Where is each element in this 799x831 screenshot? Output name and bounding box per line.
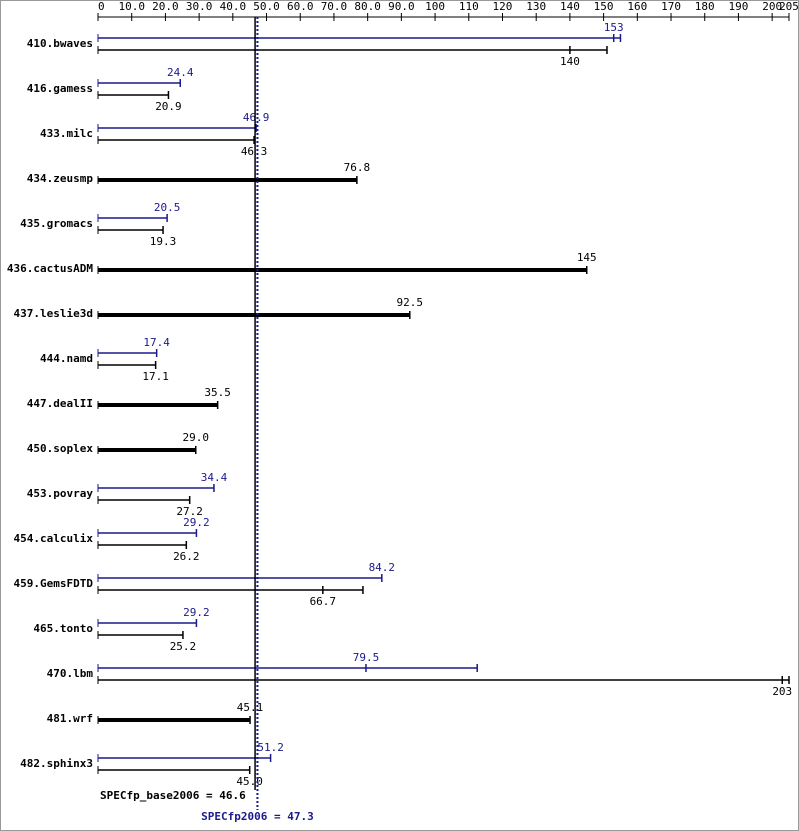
value-label: 25.2 [170, 640, 197, 653]
value-label: 35.5 [204, 386, 231, 399]
value-label: 45.1 [237, 701, 264, 714]
x-tick-label: 0 [98, 0, 105, 13]
value-label: 92.5 [397, 296, 424, 309]
x-tick-label: 150 [594, 0, 614, 13]
x-tick-label: 80.0 [354, 0, 381, 13]
value-label: 17.1 [142, 370, 169, 383]
benchmark-name: 416.gamess [27, 82, 93, 95]
benchmark-name: 453.povray [27, 487, 94, 500]
x-tick-label: 160 [627, 0, 647, 13]
value-label: 153 [604, 21, 624, 34]
x-tick-label: 60.0 [287, 0, 314, 13]
benchmark-name: 454.calculix [14, 532, 94, 545]
x-tick-label: 10.0 [118, 0, 145, 13]
value-label: 140 [560, 55, 580, 68]
value-label: 79.5 [353, 651, 380, 664]
value-label: 20.9 [155, 100, 182, 113]
benchmark-name: 434.zeusmp [27, 172, 94, 185]
x-tick-label: 50.0 [253, 0, 280, 13]
value-label: 24.4 [167, 66, 194, 79]
value-label: 145 [577, 251, 597, 264]
x-tick-label: 205 [779, 0, 799, 13]
x-tick-label: 170 [661, 0, 681, 13]
benchmark-name: 450.soplex [27, 442, 94, 455]
benchmark-name: 444.namd [40, 352, 93, 365]
value-label: 27.2 [176, 505, 203, 518]
x-tick-label: 20.0 [152, 0, 179, 13]
x-tick-label: 110 [459, 0, 479, 13]
benchmark-name: 410.bwaves [27, 37, 93, 50]
x-tick-label: 70.0 [321, 0, 348, 13]
x-tick-label: 120 [493, 0, 513, 13]
peak-score-label: SPECfp2006 = 47.3 [201, 810, 314, 823]
value-label: 76.8 [344, 161, 371, 174]
benchmark-name: 482.sphinx3 [20, 757, 93, 770]
value-label: 203 [772, 685, 792, 698]
benchmark-name: 459.GemsFDTD [14, 577, 94, 590]
value-label: 19.3 [150, 235, 177, 248]
benchmark-name: 447.dealII [27, 397, 93, 410]
value-label: 45.0 [236, 775, 263, 788]
benchmark-name: 470.lbm [47, 667, 94, 680]
benchmark-name: 433.milc [40, 127, 93, 140]
value-label: 29.2 [183, 516, 210, 529]
benchmark-name: 437.leslie3d [14, 307, 93, 320]
value-label: 34.4 [201, 471, 228, 484]
value-label: 29.0 [183, 431, 210, 444]
value-label: 84.2 [369, 561, 396, 574]
benchmark-name: 481.wrf [47, 712, 93, 725]
benchmark-name: 436.cactusADM [7, 262, 93, 275]
x-tick-label: 30.0 [186, 0, 213, 13]
x-tick-label: 190 [729, 0, 749, 13]
x-tick-label: 40.0 [220, 0, 247, 13]
benchmark-name: 435.gromacs [20, 217, 93, 230]
value-label: 20.5 [154, 201, 181, 214]
value-label: 29.2 [183, 606, 210, 619]
x-tick-label: 200 [762, 0, 782, 13]
base-score-label: SPECfp_base2006 = 46.6 [100, 789, 246, 802]
value-label: 46.9 [243, 111, 270, 124]
x-tick-label: 140 [560, 0, 580, 13]
value-label: 46.3 [241, 145, 268, 158]
x-tick-label: 90.0 [388, 0, 415, 13]
benchmark-name: 465.tonto [33, 622, 93, 635]
x-tick-label: 180 [695, 0, 715, 13]
value-label: 17.4 [143, 336, 170, 349]
x-tick-label: 100 [425, 0, 445, 13]
value-label: 66.7 [310, 595, 337, 608]
x-tick-label: 130 [526, 0, 546, 13]
value-label: 26.2 [173, 550, 200, 563]
value-label: 51.2 [257, 741, 284, 754]
